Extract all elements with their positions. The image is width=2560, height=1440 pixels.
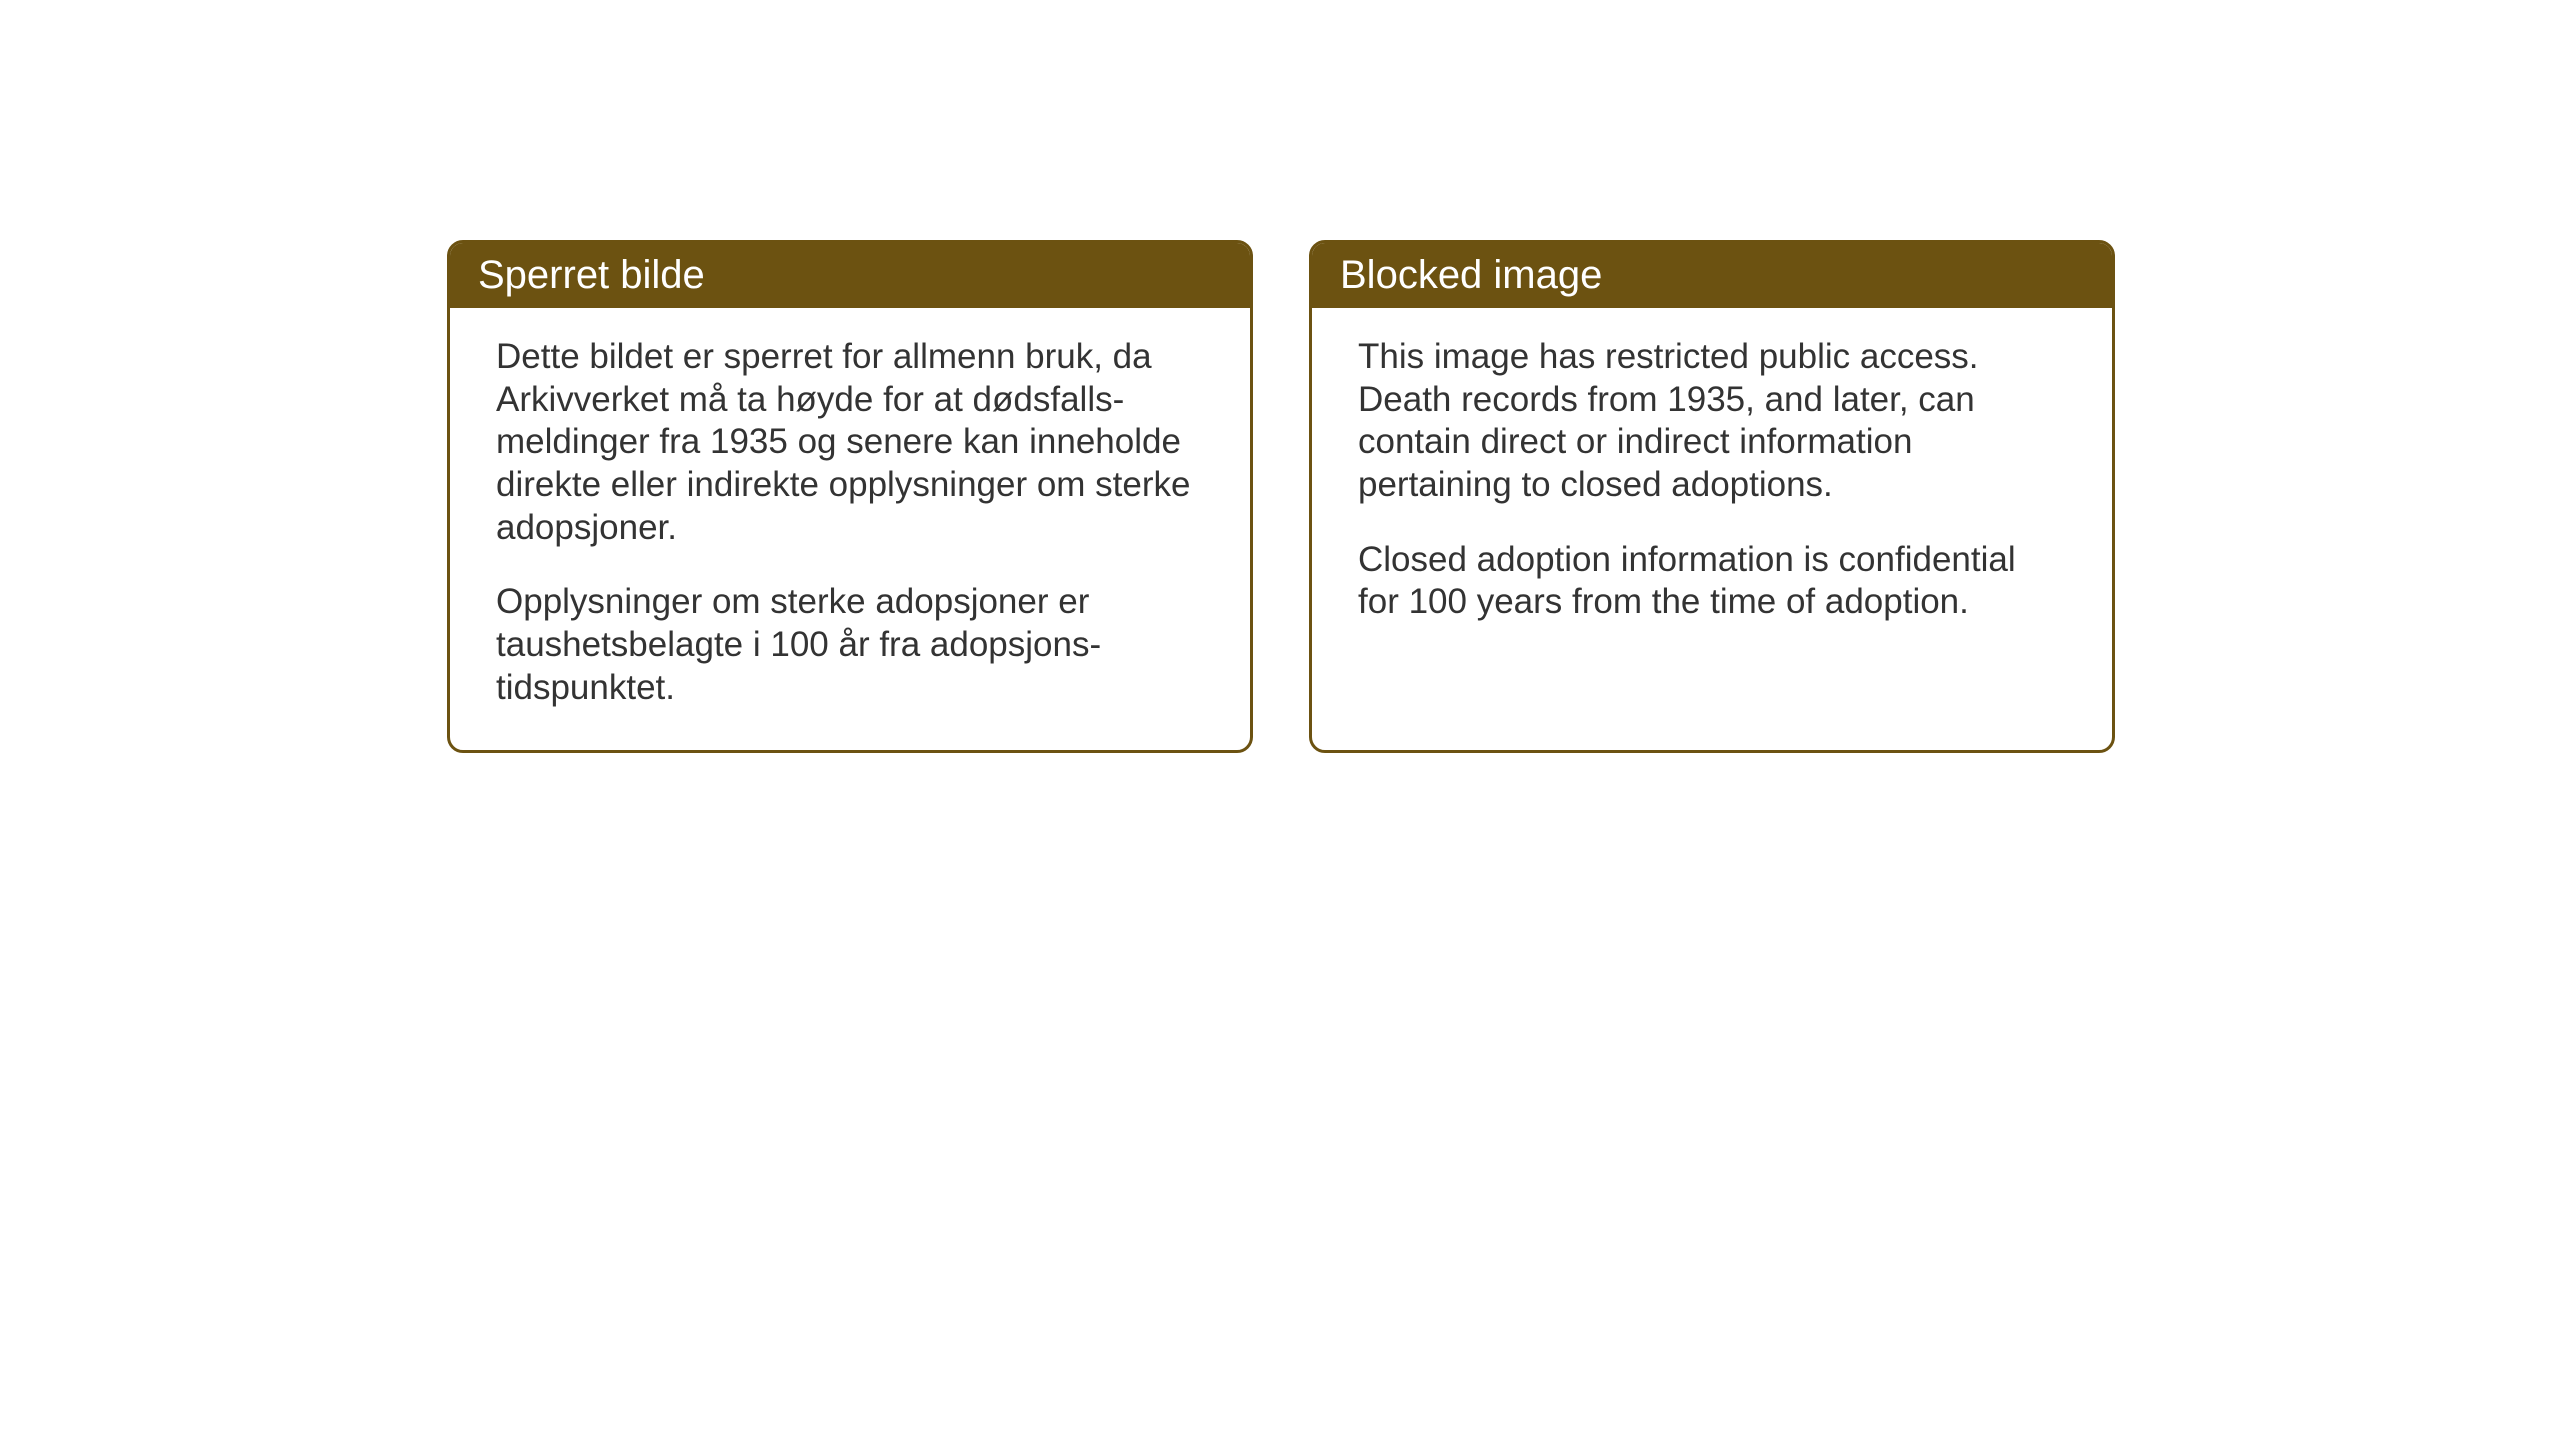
card-paragraph-english-1: This image has restricted public access.… [1358, 336, 2066, 507]
notice-card-norwegian: Sperret bilde Dette bildet er sperret fo… [447, 240, 1253, 753]
notice-container: Sperret bilde Dette bildet er sperret fo… [447, 240, 2115, 753]
card-body-english: This image has restricted public access.… [1312, 308, 2112, 664]
card-title-norwegian: Sperret bilde [478, 253, 705, 297]
card-paragraph-norwegian-2: Opplysninger om sterke adopsjoner er tau… [496, 581, 1204, 709]
card-paragraph-norwegian-1: Dette bildet er sperret for allmenn bruk… [496, 336, 1204, 549]
notice-card-english: Blocked image This image has restricted … [1309, 240, 2115, 753]
card-body-norwegian: Dette bildet er sperret for allmenn bruk… [450, 308, 1250, 750]
card-header-norwegian: Sperret bilde [450, 243, 1250, 308]
card-title-english: Blocked image [1340, 253, 1602, 297]
card-paragraph-english-2: Closed adoption information is confident… [1358, 539, 2066, 624]
card-header-english: Blocked image [1312, 243, 2112, 308]
